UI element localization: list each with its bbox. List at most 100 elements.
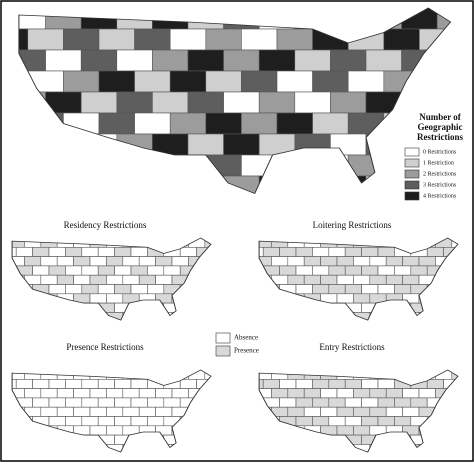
- state: [73, 406, 91, 417]
- state: [328, 247, 346, 257]
- state: [402, 256, 420, 267]
- state: [89, 425, 107, 436]
- state: [97, 284, 115, 295]
- state: [32, 397, 50, 408]
- state: [394, 265, 412, 276]
- state: [303, 406, 321, 417]
- state: [106, 256, 124, 267]
- state: [328, 416, 346, 427]
- state: [40, 274, 58, 285]
- state: [353, 388, 371, 399]
- state: [223, 133, 260, 156]
- state: [394, 416, 412, 427]
- state: [134, 28, 171, 51]
- state: [163, 265, 181, 276]
- state: [65, 416, 83, 427]
- state: [279, 378, 297, 389]
- state: [24, 388, 42, 399]
- state: [330, 49, 367, 72]
- outline: [11, 369, 212, 453]
- state: [361, 416, 379, 427]
- state: [171, 256, 189, 267]
- state: [294, 49, 331, 72]
- state: [114, 378, 132, 389]
- state: [48, 265, 66, 276]
- state: [89, 293, 107, 304]
- state: [152, 49, 189, 72]
- state: [369, 406, 387, 417]
- state: [353, 274, 371, 285]
- state: [98, 112, 135, 135]
- state: [73, 274, 91, 285]
- state: [130, 247, 148, 257]
- state: [271, 256, 289, 267]
- state: [328, 265, 346, 276]
- state: [114, 265, 132, 276]
- state: [276, 112, 313, 135]
- state: [295, 265, 313, 276]
- state: [344, 247, 362, 257]
- state: [223, 49, 260, 72]
- state: [312, 247, 330, 257]
- state: [114, 416, 132, 427]
- state: [271, 388, 289, 399]
- state: [81, 284, 99, 295]
- state: [383, 28, 420, 51]
- legend-swatch: [404, 169, 420, 179]
- state: [171, 388, 189, 399]
- state: [122, 388, 140, 399]
- state: [65, 378, 83, 389]
- state: [130, 284, 148, 295]
- state: [344, 397, 362, 408]
- legend-swatch: [215, 345, 231, 357]
- legend-label: Presence: [234, 347, 259, 355]
- state: [377, 378, 395, 389]
- state: [377, 265, 395, 276]
- state: [294, 91, 331, 114]
- state: [402, 406, 420, 417]
- state: [63, 28, 100, 51]
- state: [134, 112, 171, 135]
- state: [295, 397, 313, 408]
- state: [262, 247, 280, 257]
- state: [65, 265, 83, 276]
- state: [418, 256, 436, 267]
- legend-label: 2 Restrictions: [423, 171, 457, 177]
- state: [361, 378, 379, 389]
- state: [328, 284, 346, 295]
- state: [287, 406, 305, 417]
- state: [179, 378, 197, 389]
- state: [179, 247, 197, 257]
- state: [24, 256, 42, 267]
- state: [147, 265, 165, 276]
- state: [48, 397, 66, 408]
- state: [138, 256, 156, 267]
- state: [65, 397, 83, 408]
- map-title: Residency Restrictions: [64, 220, 147, 230]
- state: [320, 388, 338, 399]
- state: [155, 256, 173, 267]
- state: [336, 256, 354, 267]
- state: [295, 378, 313, 389]
- state: [97, 416, 115, 427]
- map-title: Entry Restrictions: [319, 342, 385, 352]
- state: [89, 256, 107, 267]
- state: [426, 378, 444, 389]
- state: [155, 274, 173, 285]
- state: [377, 416, 395, 427]
- state: [106, 406, 124, 417]
- state: [114, 397, 132, 408]
- outline: [11, 237, 212, 321]
- state: [152, 91, 189, 114]
- state: [187, 49, 224, 72]
- state: [81, 378, 99, 389]
- state: [205, 112, 242, 135]
- state: [48, 247, 66, 257]
- state: [40, 256, 58, 267]
- state: [287, 388, 305, 399]
- state: [56, 274, 74, 285]
- state: [130, 397, 148, 408]
- state: [377, 397, 395, 408]
- state: [241, 28, 278, 51]
